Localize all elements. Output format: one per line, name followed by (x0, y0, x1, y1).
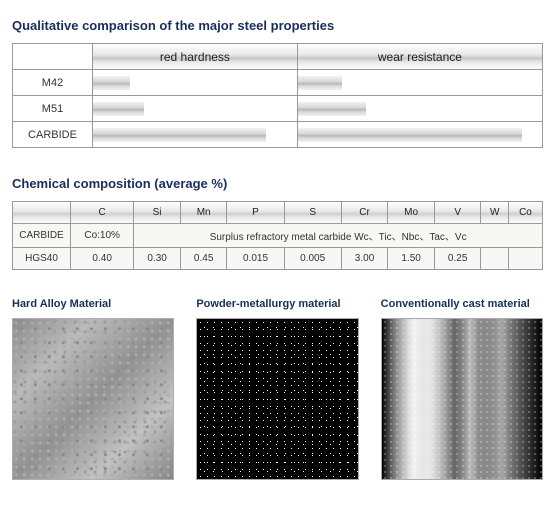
qual-header-col1: red hardness (93, 44, 298, 70)
material-col-powder: Powder-metallurgy material (196, 298, 358, 480)
material-col-hardalloy: Hard Alloy Material (12, 298, 174, 480)
chem-col-mn: Mn (180, 202, 227, 224)
chem-cell: 0.30 (134, 248, 181, 270)
chem-cell: 0.40 (71, 248, 134, 270)
chem-cell-surplus: Surplus refractory metal carbide Wc、Tic、… (134, 224, 543, 248)
chem-cell: 1.50 (388, 248, 435, 270)
chem-row-hgs40: HGS40 0.40 0.30 0.45 0.015 0.005 3.00 1.… (13, 248, 543, 270)
chem-cell (508, 248, 542, 270)
qual-bar-cell (93, 122, 298, 148)
chem-row-carbide: CARBIDE Co:10% Surplus refractory metal … (13, 224, 543, 248)
chem-col-cr: Cr (341, 202, 388, 224)
chem-cell (481, 248, 509, 270)
bar-m42-hardness (93, 76, 130, 90)
chem-cell: 3.00 (341, 248, 388, 270)
qual-header-col2: wear resistance (297, 44, 542, 70)
chemical-title: Chemical composition (average %) (12, 176, 543, 191)
chem-cell: 0.25 (434, 248, 481, 270)
chem-col-mo: Mo (388, 202, 435, 224)
chem-cell-label: CARBIDE (13, 224, 71, 248)
qual-header-empty (13, 44, 93, 70)
chem-col-v: V (434, 202, 481, 224)
qual-row-carbide: CARBIDE (13, 122, 543, 148)
material-title: Conventionally cast material (381, 298, 543, 310)
material-image-hardalloy (12, 318, 174, 480)
qualitative-table: red hardness wear resistance M42 M51 CAR… (12, 43, 543, 148)
chem-col-co: Co (508, 202, 542, 224)
chem-cell-label: HGS40 (13, 248, 71, 270)
chem-cell-co: Co:10% (71, 224, 134, 248)
chemical-table: C Si Mn P S Cr Mo V W Co CARBIDE Co:10% … (12, 201, 543, 270)
qual-label: CARBIDE (13, 122, 93, 148)
qual-bar-cell (297, 96, 542, 122)
chem-col-w: W (481, 202, 509, 224)
qual-row-m42: M42 (13, 70, 543, 96)
qual-label: M51 (13, 96, 93, 122)
qual-bar-cell (297, 122, 542, 148)
chem-col-label (13, 202, 71, 224)
material-col-conventional: Conventionally cast material (381, 298, 543, 480)
bar-carbide-wear (298, 128, 523, 142)
chem-cell: 0.015 (227, 248, 284, 270)
bar-m42-wear (298, 76, 342, 90)
bar-m51-hardness (93, 102, 144, 116)
chem-col-si: Si (134, 202, 181, 224)
chem-col-s: S (284, 202, 341, 224)
chem-cell: 0.45 (180, 248, 227, 270)
chem-header-row: C Si Mn P S Cr Mo V W Co (13, 202, 543, 224)
qual-label: M42 (13, 70, 93, 96)
chem-col-c: C (71, 202, 134, 224)
qual-bar-cell (93, 70, 298, 96)
qual-header-row: red hardness wear resistance (13, 44, 543, 70)
bar-m51-wear (298, 102, 366, 116)
chem-cell: 0.005 (284, 248, 341, 270)
material-title: Powder-metallurgy material (196, 298, 358, 310)
qualitative-title: Qualitative comparison of the major stee… (12, 18, 543, 33)
materials-row: Hard Alloy Material Powder-metallurgy ma… (12, 298, 543, 480)
bar-carbide-hardness (93, 128, 266, 142)
qual-bar-cell (93, 96, 298, 122)
material-image-conventional (381, 318, 543, 480)
qual-bar-cell (297, 70, 542, 96)
material-image-powder (196, 318, 358, 480)
chem-col-p: P (227, 202, 284, 224)
qual-row-m51: M51 (13, 96, 543, 122)
material-title: Hard Alloy Material (12, 298, 174, 310)
